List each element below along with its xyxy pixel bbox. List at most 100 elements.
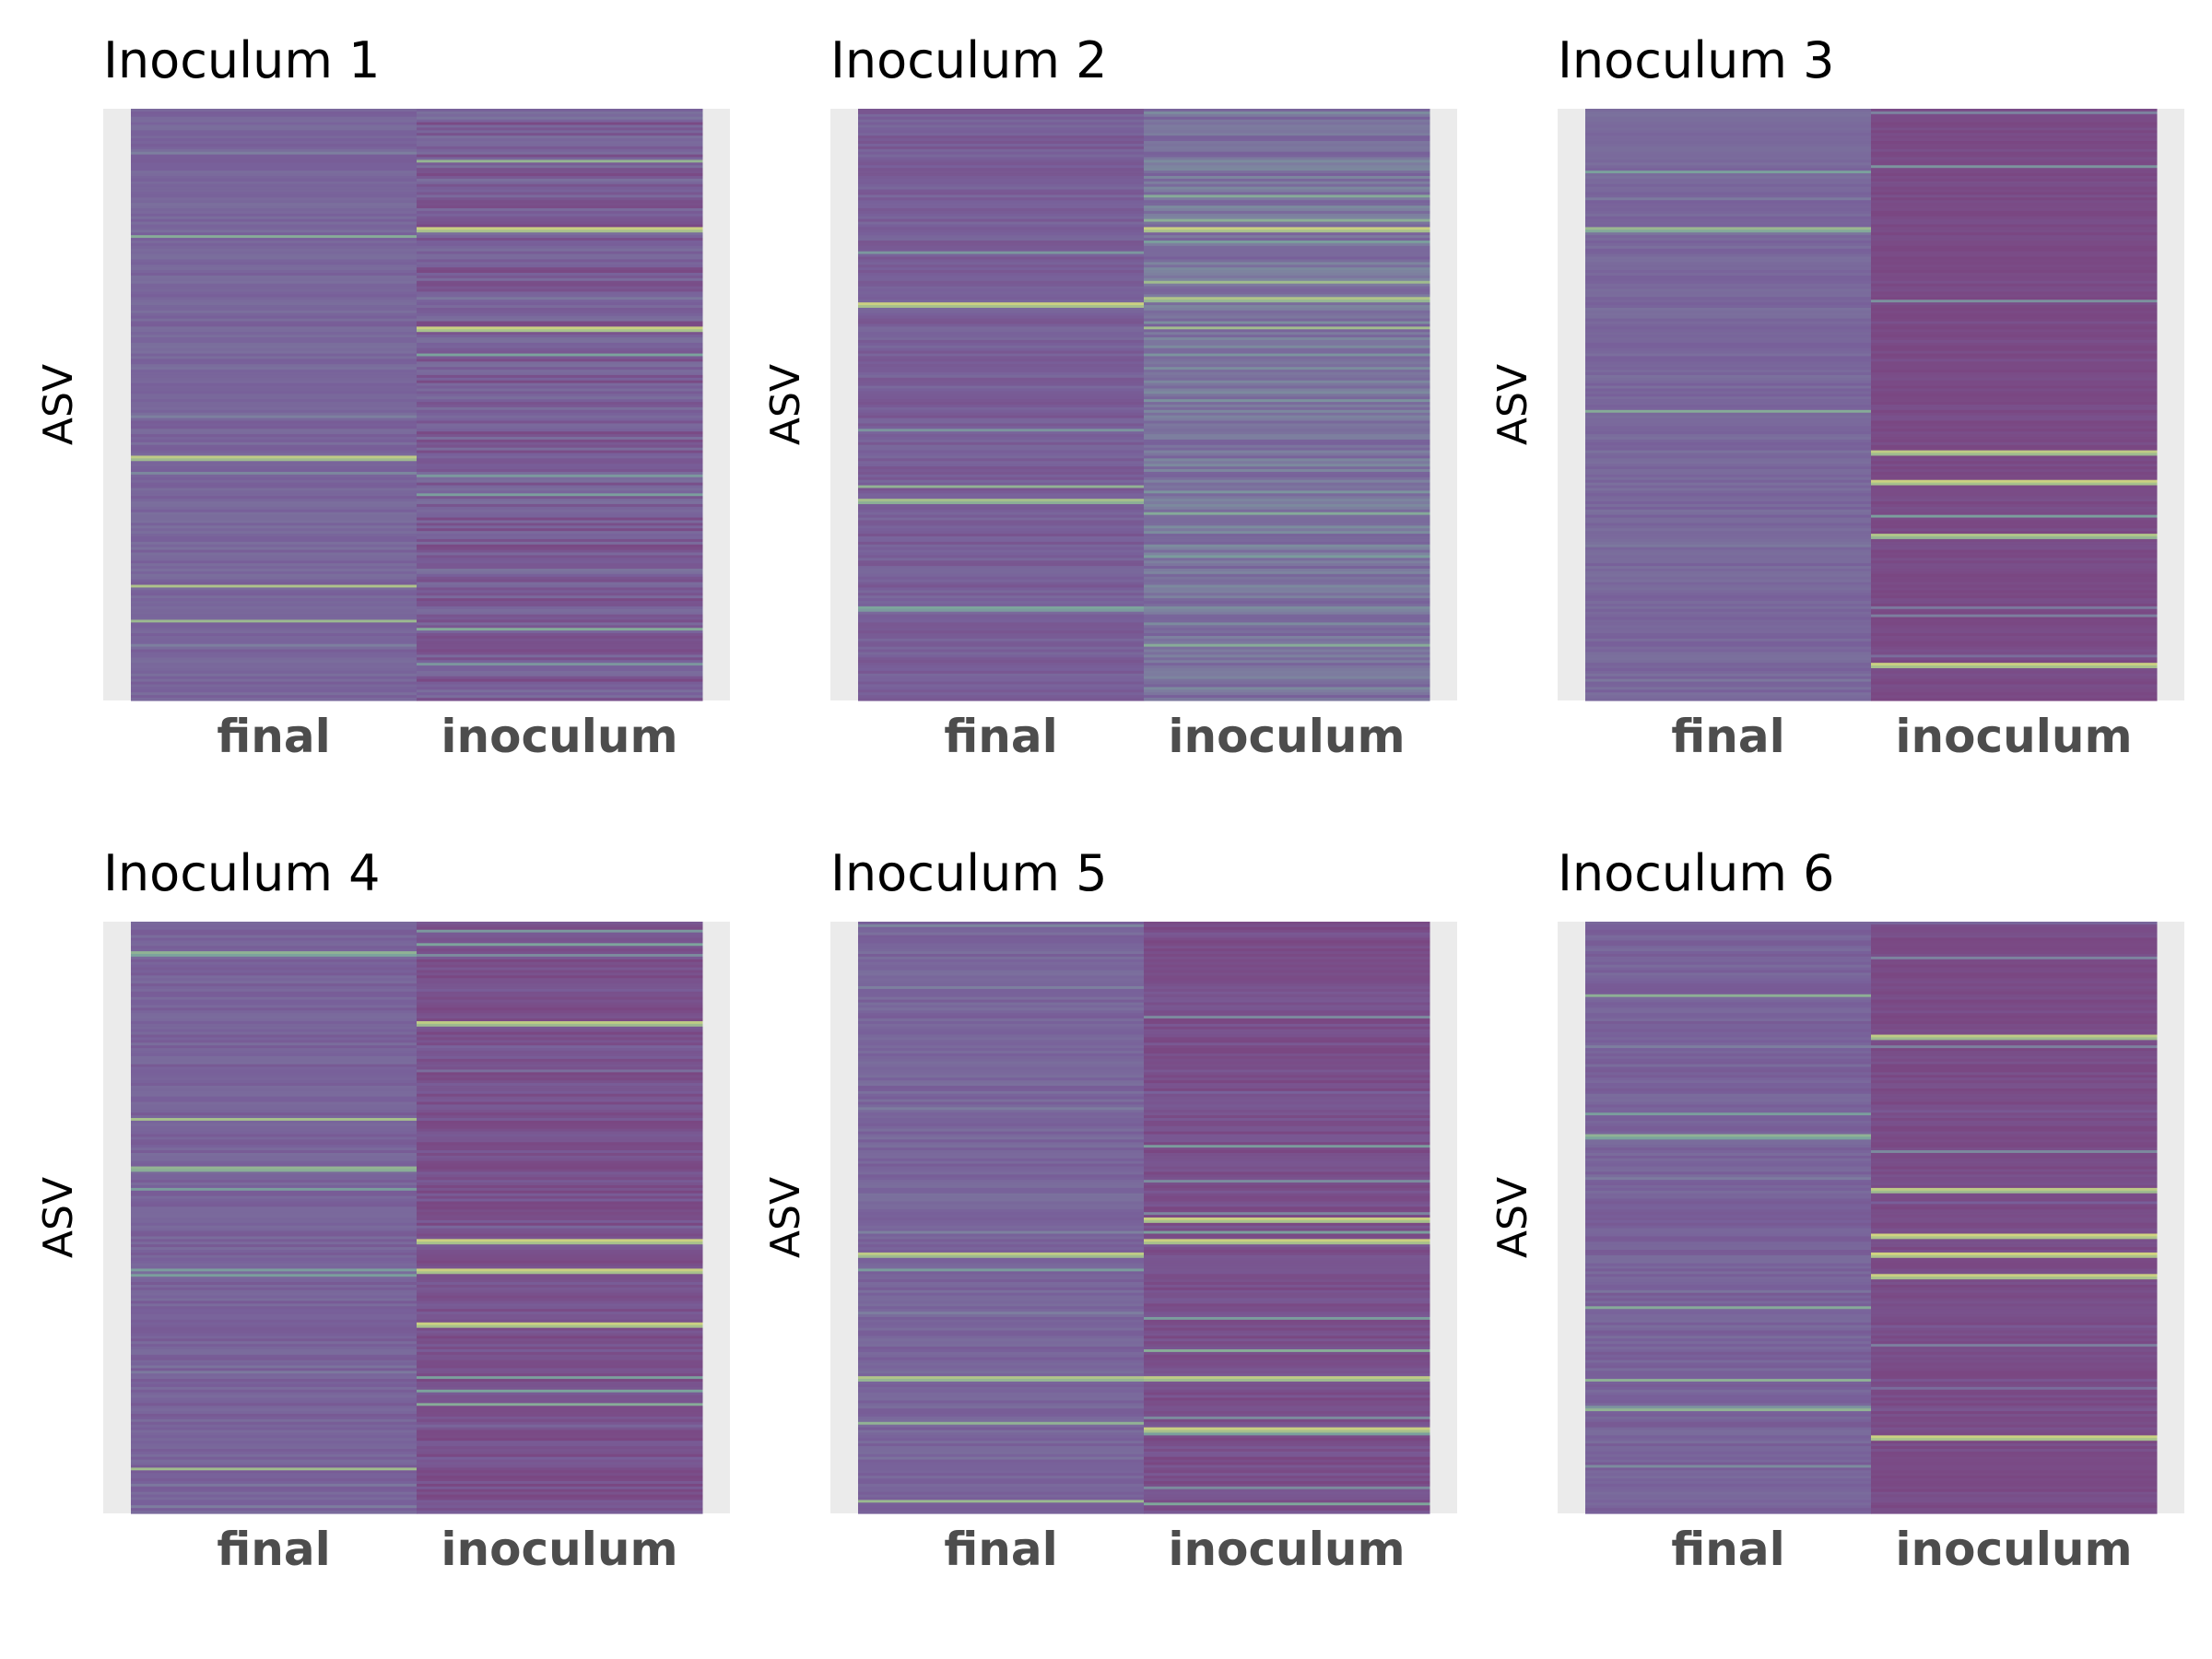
heatmap-cell (1585, 326, 1872, 330)
heatmap-cell (131, 197, 418, 201)
heatmap-cell (131, 622, 418, 626)
heatmap-cell (417, 479, 703, 484)
heatmap-cell (1871, 667, 2158, 672)
heatmap-cell (1144, 579, 1430, 583)
heatmap-cell (858, 1491, 1145, 1496)
heatmap-cell (131, 1453, 418, 1458)
heatmap-cell (1871, 603, 2158, 607)
heatmap-cell (417, 595, 703, 599)
heatmap-cell (858, 608, 1145, 613)
heatmap-cell (131, 213, 418, 218)
heatmap-cell (417, 1365, 703, 1370)
heatmap-cell (417, 1072, 703, 1076)
heatmap-cell (1144, 1166, 1430, 1171)
heatmap-cell (1871, 109, 2158, 112)
heatmap-cell (1871, 335, 2158, 338)
heatmap-cell (1144, 496, 1430, 500)
heatmap-cell (1585, 924, 1872, 928)
heatmap-cell (1585, 499, 1872, 502)
heatmap-cell (131, 684, 418, 688)
heatmap-cell (1144, 420, 1430, 425)
heatmap-cell (1585, 1158, 1872, 1162)
heatmap-cell (1871, 1007, 2158, 1011)
heatmap-cell (1144, 988, 1430, 993)
heatmap-cell (1585, 388, 1872, 393)
heatmap-cell (1871, 1319, 2158, 1324)
heatmap-cell (417, 678, 703, 683)
heatmap-cell (1144, 1180, 1430, 1183)
heatmap-cell (1585, 434, 1872, 438)
heatmap-cell (1871, 1123, 2158, 1127)
heatmap-cell (1871, 1494, 2158, 1499)
heatmap-cell (417, 593, 703, 596)
heatmap-cell (1585, 1279, 1872, 1283)
heatmap-cell (1871, 259, 2158, 263)
heatmap-cell (417, 1166, 703, 1171)
heatmap-cell (131, 1023, 418, 1028)
heatmap-cell (131, 490, 418, 494)
heatmap-cell (1144, 450, 1430, 454)
heatmap-cell (858, 1239, 1145, 1242)
heatmap-cell (1871, 514, 2158, 519)
heatmap-cell (1585, 967, 1872, 971)
heatmap-cell (858, 159, 1145, 163)
heatmap-cell (858, 1394, 1145, 1399)
heatmap-cell (1144, 1077, 1430, 1081)
heatmap-cell (417, 541, 703, 546)
heatmap-cell (1144, 1359, 1430, 1364)
x-tick-label: inoculum (1895, 710, 2132, 763)
heatmap-cell (1871, 646, 2158, 651)
heatmap-cell (131, 406, 418, 411)
heatmap-cell (1871, 1465, 2158, 1468)
heatmap-cell (1144, 1206, 1430, 1210)
heatmap-cell (131, 625, 418, 629)
heatmap-cell (417, 1324, 703, 1329)
heatmap-cell (1871, 138, 2158, 142)
heatmap-cell (858, 1131, 1145, 1135)
heatmap-cell (1585, 1088, 1872, 1092)
heatmap-column-final (858, 922, 1145, 1514)
heatmap-cell (1871, 1031, 2158, 1036)
heatmap-cell (131, 286, 418, 290)
heatmap-cell (858, 1150, 1145, 1154)
heatmap-cell (417, 1075, 703, 1078)
heatmap-cell (417, 1303, 703, 1307)
heatmap-cell (858, 687, 1145, 690)
heatmap-cell (858, 477, 1145, 481)
heatmap-cell (1871, 972, 2158, 976)
heatmap-cell (417, 959, 703, 963)
heatmap-cell (1871, 1139, 2158, 1143)
heatmap-cell (858, 1005, 1145, 1008)
heatmap-cell (858, 1379, 1145, 1382)
heatmap-cell (131, 175, 418, 180)
heatmap-cell (1585, 1322, 1872, 1326)
heatmap-cell (131, 1219, 418, 1224)
heatmap-cell (1871, 1254, 2158, 1259)
heatmap-cell (417, 206, 703, 209)
heatmap-cell (1871, 1104, 2158, 1108)
heatmap-cell (1585, 558, 1872, 561)
y-axis-label: ASV (1489, 1177, 1536, 1258)
heatmap-cell (1144, 1020, 1430, 1025)
heatmap-cell (417, 946, 703, 949)
heatmap-cell (858, 1136, 1145, 1140)
heatmap-cell (1871, 1115, 2158, 1119)
heatmap-cell (858, 1467, 1145, 1471)
heatmap-cell (1144, 380, 1430, 384)
heatmap-cell (131, 173, 418, 177)
heatmap-cell (858, 1018, 1145, 1022)
heatmap-cell (131, 970, 418, 974)
heatmap-cell (1871, 371, 2158, 376)
heatmap-cell (1144, 1048, 1430, 1052)
heatmap-cell (1871, 652, 2158, 655)
heatmap-cell (417, 275, 703, 279)
heatmap-cell (131, 178, 418, 182)
heatmap-cell (1585, 1118, 1872, 1122)
heatmap-cell (1585, 1441, 1872, 1444)
heatmap-cell (417, 455, 703, 459)
heatmap-cell (1585, 569, 1872, 572)
heatmap-cell (1144, 1034, 1430, 1039)
heatmap-cell (131, 1418, 418, 1423)
heatmap-cell (1144, 1037, 1430, 1041)
heatmap-cell (1585, 541, 1872, 546)
